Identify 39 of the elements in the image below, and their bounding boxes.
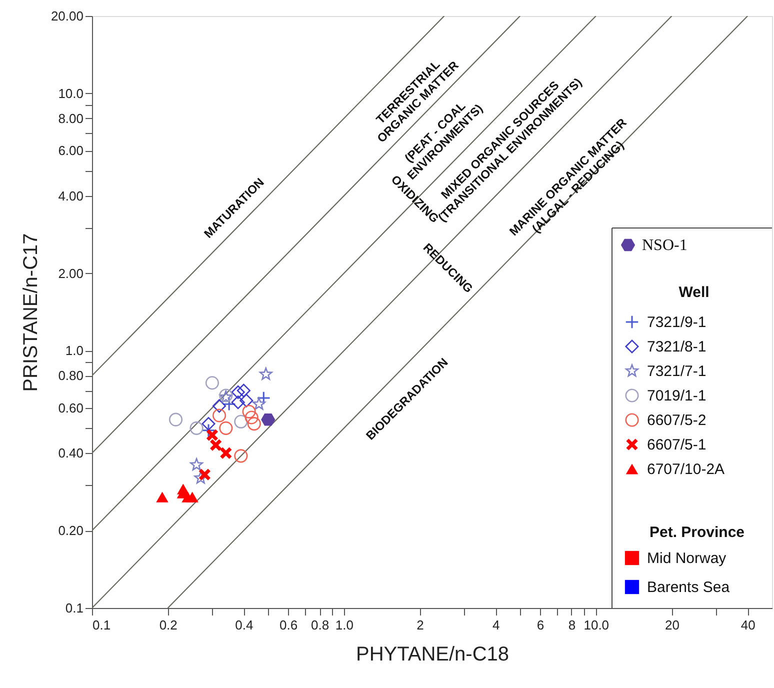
x-tick-label: 6 [536,618,544,632]
legend-label: 7321/9-1 [647,314,706,331]
y-tick-label: 6.00 [58,143,84,158]
legend-label: 6707/10-2A [647,461,725,478]
x-tick-label: 0.2 [159,618,178,632]
y-axis-title: PRISTANE/n-C17 [20,233,42,392]
x-tick-label: 0.8 [310,618,330,632]
y-tick-label: 0.40 [58,446,84,461]
x-tick-label: 0.4 [235,618,254,632]
y-tick-label: 0.1 [65,600,84,616]
legend-label: 6607/5-2 [647,412,706,429]
legend-label: 7321/8-1 [647,338,706,356]
x-tick-label: 8 [568,618,576,632]
legend-title: Well [678,284,710,301]
y-tick-label: 0.20 [58,523,84,538]
y-tick-label: 0.80 [58,368,84,384]
x-tick-label: 10.0 [584,618,610,632]
y-tick-label: 8.00 [58,110,84,126]
x-tick-label: 1.0 [335,618,354,632]
x-tick-label: 0.1 [92,618,111,632]
annotation: Pet. Province [649,524,745,541]
y-tick-label: 10.0 [58,86,84,101]
x-tick-label: 4 [492,618,500,632]
x-tick-label: 20 [665,618,680,632]
legend-label: 6607/5-1 [647,436,706,454]
y-tick-label: 1.0 [65,343,84,358]
x-axis-title: PHYTANE/n-C18 [356,644,510,666]
legend-label: 7321/7-1 [647,363,706,380]
y-tick-label: 2.00 [58,266,84,281]
legend-label: NSO-1 [642,237,688,254]
y-tick-label: 20.00 [50,8,84,24]
y-tick-label: 4.00 [58,188,84,204]
x-tick-label: 40 [740,618,756,632]
x-tick-label: 2 [416,618,424,632]
legend-label: 7019/1-1 [647,388,706,404]
legend-label: Barents Sea [647,579,730,596]
y-tick-label: 0.60 [58,400,84,416]
x-tick-label: 0.6 [280,618,298,632]
legend-label: Mid Norway [647,550,727,567]
